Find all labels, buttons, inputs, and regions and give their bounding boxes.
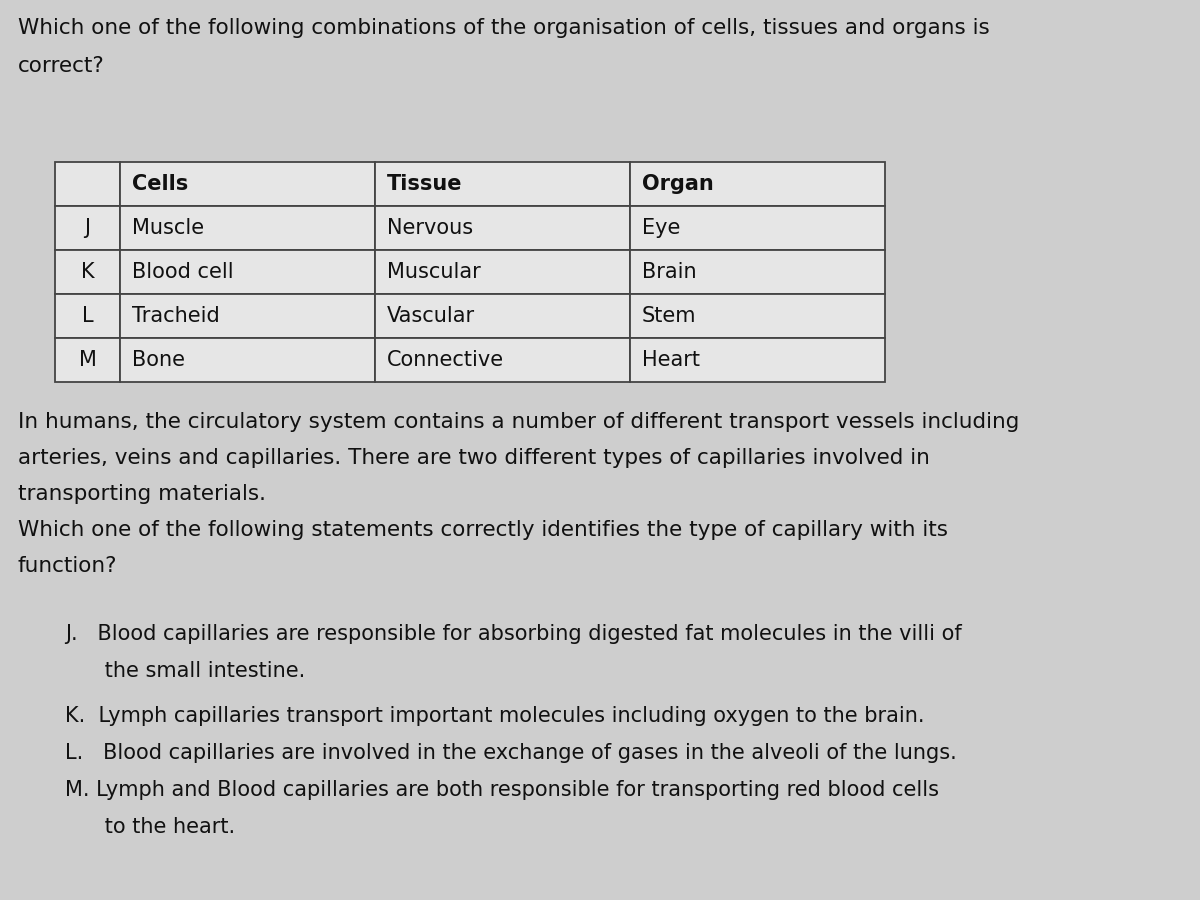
Text: Organ: Organ [642,174,714,194]
Text: J: J [84,218,90,238]
Text: Muscle: Muscle [132,218,204,238]
Text: Eye: Eye [642,218,680,238]
Text: arteries, veins and capillaries. There are two different types of capillaries in: arteries, veins and capillaries. There a… [18,448,930,468]
Text: L.   Blood capillaries are involved in the exchange of gases in the alveoli of t: L. Blood capillaries are involved in the… [65,743,956,763]
Text: Stem: Stem [642,306,696,326]
Text: Vascular: Vascular [386,306,475,326]
Bar [55,294,120,338]
Bar [374,206,630,250]
Bar [630,294,886,338]
Bar [120,294,374,338]
Bar [374,250,630,294]
Text: K: K [80,262,95,282]
Bar [120,206,374,250]
Bar [120,250,374,294]
Text: the small intestine.: the small intestine. [65,661,305,681]
Text: Heart: Heart [642,350,700,370]
Text: M. Lymph and Blood capillaries are both responsible for transporting red blood c: M. Lymph and Blood capillaries are both … [65,780,940,800]
Bar [630,206,886,250]
Bar [55,338,120,382]
Text: Connective: Connective [386,350,504,370]
Text: Tissue: Tissue [386,174,462,194]
Text: function?: function? [18,556,118,576]
Text: Bone: Bone [132,350,185,370]
Text: Muscular: Muscular [386,262,481,282]
Bar [374,338,630,382]
Text: Tracheid: Tracheid [132,306,220,326]
Text: Which one of the following combinations of the organisation of cells, tissues an: Which one of the following combinations … [18,18,990,38]
Bar [374,294,630,338]
Bar [55,250,120,294]
Text: In humans, the circulatory system contains a number of different transport vesse: In humans, the circulatory system contai… [18,412,1019,432]
Text: M: M [78,350,96,370]
Text: K.  Lymph capillaries transport important molecules including oxygen to the brai: K. Lymph capillaries transport important… [65,706,924,726]
Bar [120,162,374,206]
Text: L: L [82,306,94,326]
Text: correct?: correct? [18,56,104,76]
Text: Brain: Brain [642,262,697,282]
Bar [55,206,120,250]
Text: Which one of the following statements correctly identifies the type of capillary: Which one of the following statements co… [18,520,948,540]
Text: to the heart.: to the heart. [65,817,235,837]
Text: J.   Blood capillaries are responsible for absorbing digested fat molecules in t: J. Blood capillaries are responsible for… [65,624,961,644]
Bar [630,250,886,294]
Text: Blood cell: Blood cell [132,262,234,282]
Bar [630,338,886,382]
Text: transporting materials.: transporting materials. [18,484,266,504]
Bar [55,162,120,206]
Bar [120,338,374,382]
Bar [374,162,630,206]
Bar [630,162,886,206]
Text: Nervous: Nervous [386,218,473,238]
Text: Cells: Cells [132,174,188,194]
